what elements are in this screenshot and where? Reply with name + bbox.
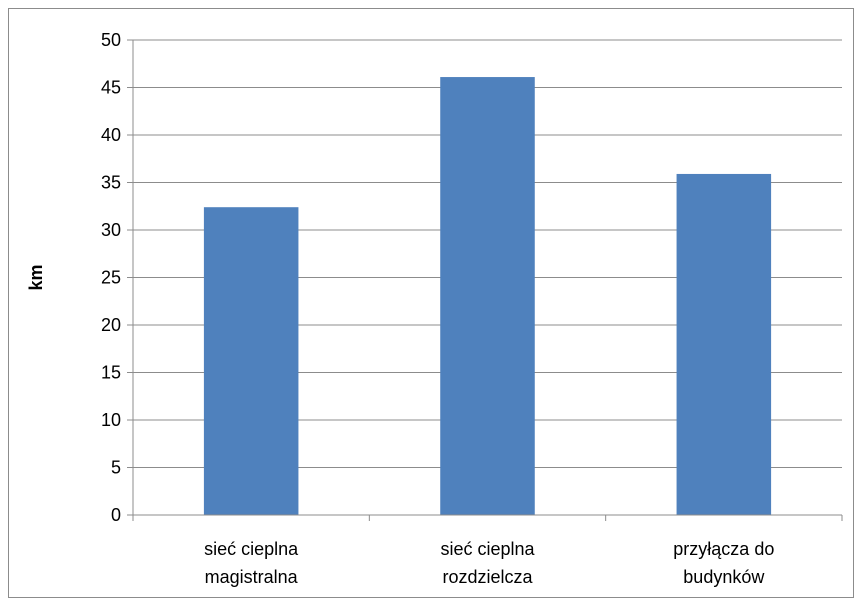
y-tick-label: 25 [101,268,121,288]
x-category-labels: sieć cieplna magistralna sieć cieplna rozdz… [204,539,774,587]
axes [132,40,843,521]
y-tick-label: 5 [111,458,121,478]
x-category-label: sieć cieplna rozdzielcza [440,539,535,587]
bars [203,77,772,516]
x-category-label: przyłącza do budynków [673,539,774,587]
x-category-label-line: przyłącza do [673,539,774,559]
x-category-label: sieć cieplna magistralna [204,539,299,587]
y-tick-label: 10 [101,410,121,430]
x-category-label-line: magistralna [205,567,299,587]
y-tick-label: 15 [101,363,121,383]
y-tick-labels: 0 5 10 15 20 25 30 35 40 45 50 [101,30,121,525]
y-axis-title: km [26,264,46,290]
bar [676,173,772,515]
bar [440,77,535,516]
y-tick-label: 0 [111,505,121,525]
x-category-label-line: rozdzielcza [442,567,533,587]
bar [203,207,299,515]
y-tick-label: 35 [101,173,121,193]
y-tick-label: 40 [101,125,121,145]
y-tick-label: 50 [101,30,121,50]
y-tick-label: 45 [101,78,121,98]
x-category-label-line: budynków [683,567,765,587]
x-category-label-line: sieć cieplna [440,539,535,559]
x-category-label-line: sieć cieplna [204,539,299,559]
y-tick-label: 30 [101,220,121,240]
y-tick-label: 20 [101,315,121,335]
